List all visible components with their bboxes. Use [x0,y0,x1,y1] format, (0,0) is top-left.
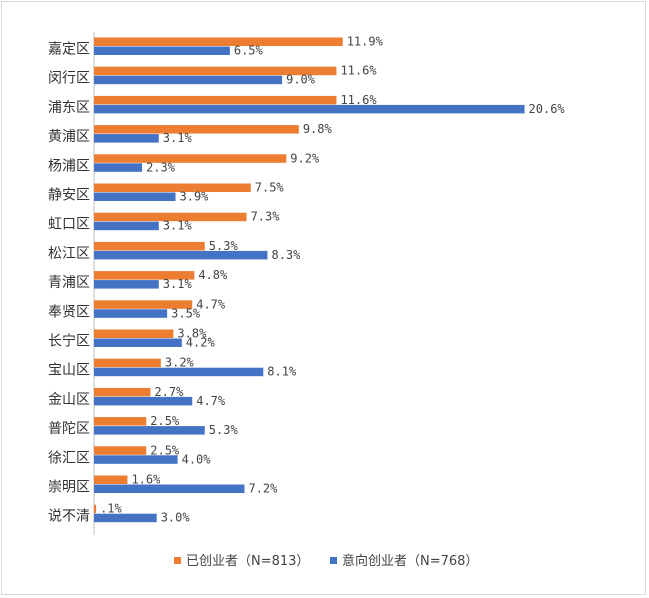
bar-intended [94,396,193,406]
data-label-intended: 7.2% [248,482,278,496]
data-label-founded: 2.5% [150,443,180,457]
data-label-founded: 2.5% [150,414,180,428]
bar-founded [94,212,247,222]
category-label: 黄浦区 [48,128,90,145]
data-label-founded: 3.8% [177,327,207,341]
bar-founded [94,183,251,192]
data-label-founded: 7.5% [255,181,285,195]
bar-founded [94,271,195,280]
bar-intended [94,513,157,523]
category-label: 崇明区 [48,480,90,496]
data-label-intended: 5.3% [209,423,239,437]
data-label-founded: 1.6% [131,473,161,487]
bar-founded [94,95,337,105]
data-label-intended: 4.0% [182,452,212,466]
category-label: 嘉定区 [48,42,90,58]
data-label-founded: 11.6% [340,93,377,107]
data-label-intended: 20.6% [529,102,566,116]
bar-intended [94,280,159,289]
data-label-founded: .1% [100,502,122,516]
data-label-founded: 2.7% [154,385,184,399]
data-label-founded: 9.8% [303,122,333,136]
data-label-intended: 3.1% [163,131,193,145]
bar-intended [94,309,168,318]
data-label-intended: 4.2% [186,336,216,350]
data-label-founded: 4.8% [198,268,228,282]
category-label: 闵行区 [48,71,90,87]
legend-swatch-intended [330,557,337,564]
bar-founded [94,241,205,251]
bar-intended [94,46,230,55]
data-label-intended: 3.9% [180,190,210,204]
bar-founded [94,387,151,397]
category-label: 杨浦区 [48,158,90,174]
legend-label-intended: 意向创业者（N=768） [342,553,478,569]
category-label: 青浦区 [48,275,90,291]
data-label-intended: 3.5% [171,306,201,320]
bar-founded [94,37,343,46]
data-label-founded: 3.2% [165,356,195,370]
data-label-founded: 11.6% [340,64,377,78]
data-label-intended: 3.1% [163,277,193,291]
data-label-intended: 3.1% [163,219,193,233]
category-label: 松江区 [48,246,90,262]
data-label-founded: 5.3% [209,239,239,253]
bar-intended [94,75,283,85]
category-label: 虹口区 [48,217,90,233]
category-label: 宝山区 [48,363,90,379]
bar-founded [94,300,193,309]
category-label: 徐汇区 [48,450,90,466]
category-label: 奉贤区 [48,304,90,320]
category-label: 普陀区 [48,421,90,437]
category-label: 静安区 [48,188,90,204]
category-label: 金山区 [48,392,90,408]
bar-intended [94,192,176,201]
data-label-founded: 11.9% [347,35,384,49]
category-label: 长宁区 [48,333,90,350]
bar-founded [94,154,287,163]
bar-founded [94,358,161,368]
bar-intended [94,221,159,231]
bar-founded [94,125,299,134]
data-label-founded: 4.7% [196,297,226,311]
data-label-intended: 8.3% [271,248,301,262]
bar-intended [94,338,182,347]
legend-label-founded: 已创业者（N=813） [186,554,309,569]
bar-founded [94,66,337,76]
bar-intended [94,163,143,172]
category-label: 浦东区 [48,100,90,116]
bar-intended [94,250,268,260]
data-label-intended: 6.5% [234,44,264,58]
legend-swatch-founded [174,557,181,564]
bar-founded [94,329,174,338]
bar-intended [94,367,264,377]
bar-founded [94,504,97,514]
bar-founded [94,417,147,426]
data-label-founded: 7.3% [251,210,281,224]
data-label-intended: 9.0% [286,73,316,87]
data-label-intended: 4.7% [196,394,226,408]
bar-founded [94,446,147,455]
data-label-intended: 3.0% [161,511,191,525]
bar-intended [94,104,525,114]
bar-intended [94,426,205,435]
data-label-founded: 9.2% [290,151,320,165]
bar-founded [94,475,128,484]
bar-intended [94,484,245,493]
bar-intended [94,134,159,143]
data-label-intended: 2.3% [146,160,176,174]
data-label-intended: 8.1% [267,365,297,379]
bar-intended [94,455,178,464]
category-label: 说不清 [48,509,90,525]
